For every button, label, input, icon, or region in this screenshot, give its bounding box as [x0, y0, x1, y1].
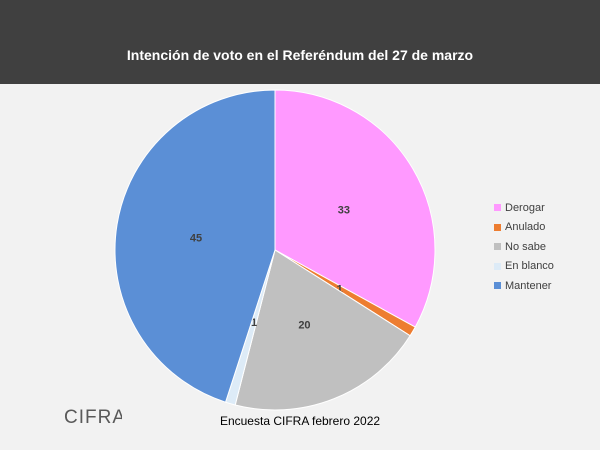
- legend-label: Mantener: [505, 279, 552, 292]
- data-label-en-blanco: 1: [251, 317, 257, 329]
- data-label-mantener: 45: [190, 232, 202, 244]
- legend-item-derogar: Derogar: [494, 198, 554, 218]
- legend-swatch: [494, 204, 501, 212]
- legend-label: Anulado: [505, 221, 546, 234]
- legend-label: No sabe: [505, 240, 546, 253]
- chart-title: Intención de voto en el Referéndum del 2…: [126, 47, 474, 63]
- legend-item-no-sabe: No sabe: [494, 237, 554, 257]
- cifra-logo: CIFRA: [64, 407, 122, 428]
- pie-slice-derogar: [274, 89, 436, 328]
- title-bar: [0, 0, 600, 84]
- chart-legend: Derogar Anulado No sabe En blanco Mantener: [494, 198, 554, 296]
- legend-item-en-blanco: En blanco: [494, 257, 554, 277]
- legend-swatch: [494, 223, 501, 231]
- legend-swatch: [494, 262, 501, 270]
- cifra-logo-text: CIFRA: [64, 407, 122, 428]
- legend-item-mantener: Mantener: [494, 276, 554, 296]
- pie-slice-mantener: [114, 89, 276, 403]
- data-label-derogar: 33: [338, 204, 350, 216]
- data-label-no-sabe: 20: [298, 319, 310, 331]
- legend-label: En blanco: [505, 260, 554, 273]
- legend-swatch: [494, 282, 501, 290]
- pie-slice-no-sabe: [234, 249, 411, 411]
- legend-item-anulado: Anulado: [494, 218, 554, 238]
- source-note: Encuesta CIFRA febrero 2022: [219, 414, 381, 428]
- legend-label: Derogar: [505, 201, 545, 214]
- legend-swatch: [494, 243, 501, 251]
- data-label-anulado: 1: [337, 283, 343, 295]
